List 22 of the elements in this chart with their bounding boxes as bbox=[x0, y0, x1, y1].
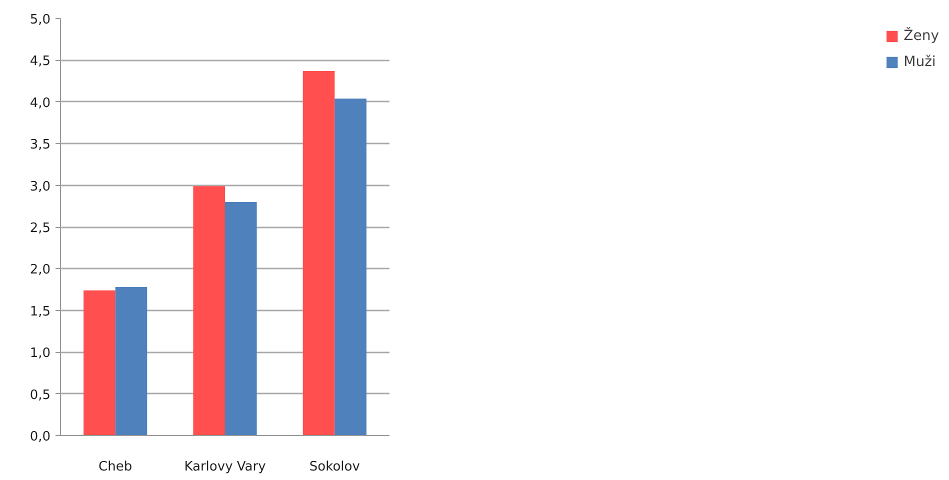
bar bbox=[84, 290, 116, 436]
y-tick-label: 0,5 bbox=[30, 388, 51, 403]
y-tick-label: 4,0 bbox=[30, 96, 51, 111]
legend-label: Ženy bbox=[904, 28, 939, 44]
y-tick-label: 0,0 bbox=[30, 430, 51, 444]
y-tick-label: 1,0 bbox=[30, 346, 51, 362]
bar bbox=[193, 186, 225, 436]
bar bbox=[302, 71, 335, 436]
bar bbox=[225, 202, 257, 436]
y-tick-label: 2,5 bbox=[30, 221, 51, 236]
y-tick-label: 3,5 bbox=[30, 138, 51, 153]
y-tick-label: 4,5 bbox=[30, 54, 51, 70]
x-tick-label: Sokolov bbox=[309, 460, 360, 474]
y-tick-label: 5,0 bbox=[30, 12, 51, 28]
legend-label: Muži bbox=[904, 54, 936, 70]
y-tick-label: 2,0 bbox=[30, 262, 51, 278]
y-tick-label: 3,0 bbox=[30, 179, 51, 194]
x-tick-label: Karlovy Vary bbox=[184, 460, 266, 474]
bar bbox=[115, 287, 148, 436]
bar bbox=[334, 98, 366, 436]
x-tick-label: Cheb bbox=[98, 460, 132, 474]
y-tick-label: 1,5 bbox=[30, 304, 51, 320]
